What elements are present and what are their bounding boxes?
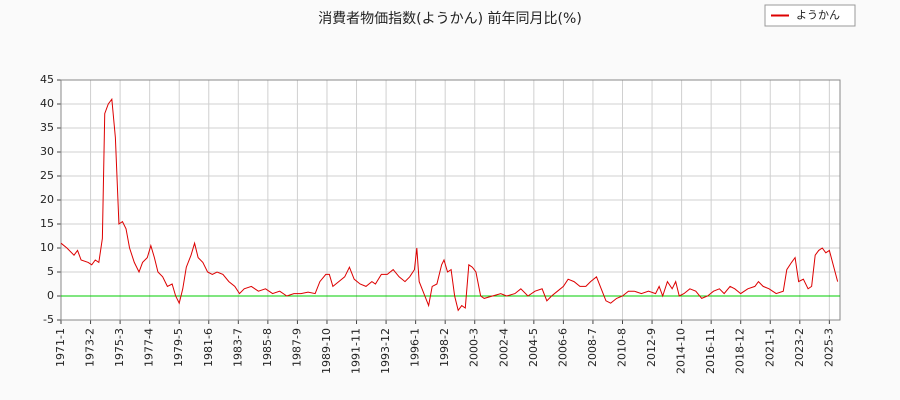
- x-tick-label: 2008-7: [586, 328, 599, 367]
- plot-border: [60, 79, 841, 321]
- x-tick-label: 2006-6: [556, 328, 569, 367]
- x-tick-label: 2004-5: [527, 328, 540, 367]
- x-tick-label: 2018-12: [734, 328, 747, 374]
- y-tick-label: 30: [40, 145, 54, 158]
- x-tick-label: 2023-2: [793, 328, 806, 367]
- x-tick-label: 1993-12: [379, 328, 392, 374]
- y-tick-label: 5: [47, 265, 54, 278]
- x-tick-label: 1975-3: [113, 328, 126, 367]
- y-tick-label: 10: [40, 241, 54, 254]
- x-tick-label: 1973-2: [84, 328, 97, 367]
- x-tick-label: 2016-11: [704, 328, 717, 374]
- x-tick-label: 1983-7: [231, 328, 244, 367]
- x-tick-label: 1979-5: [172, 328, 185, 367]
- x-tick-label: 1977-4: [143, 328, 156, 367]
- legend: ようかん: [764, 4, 856, 27]
- y-tick-label: 20: [40, 193, 54, 206]
- y-tick-label: 40: [40, 97, 54, 110]
- x-tick-label: 1981-6: [202, 328, 215, 367]
- x-tick-label: 2021-1: [763, 328, 776, 367]
- x-tick-label: 1971-1: [54, 328, 67, 367]
- y-tick-label: 45: [40, 73, 54, 86]
- chart-title: 消費者物価指数(ようかん) 前年同月比(%): [318, 10, 582, 27]
- x-tick-label: 2000-3: [468, 328, 481, 367]
- legend-label: ようかん: [796, 9, 840, 22]
- y-tick-label: 35: [40, 121, 54, 134]
- x-tick-label: 2025-3: [822, 328, 835, 367]
- x-tick-label: 1991-11: [350, 328, 363, 374]
- x-tick-label: 2014-10: [675, 328, 688, 374]
- x-tick-label: 1996-1: [409, 328, 422, 367]
- legend-box: [764, 4, 856, 27]
- x-tick-label: 1998-2: [438, 328, 451, 367]
- y-tick-label: 15: [40, 217, 54, 230]
- y-tick-label: -5: [43, 313, 54, 326]
- x-tick-label: 2010-8: [615, 328, 628, 367]
- x-tick-label: 1987-9: [290, 328, 303, 367]
- x-tick-label: 1985-8: [261, 328, 274, 367]
- x-tick-label: 2012-9: [645, 328, 658, 367]
- x-tick-label: 2002-4: [497, 328, 510, 367]
- y-tick-label: 25: [40, 169, 54, 182]
- y-tick-label: 0: [47, 289, 54, 302]
- line-series: [60, 97, 839, 312]
- x-tick-label: 1989-10: [320, 328, 333, 374]
